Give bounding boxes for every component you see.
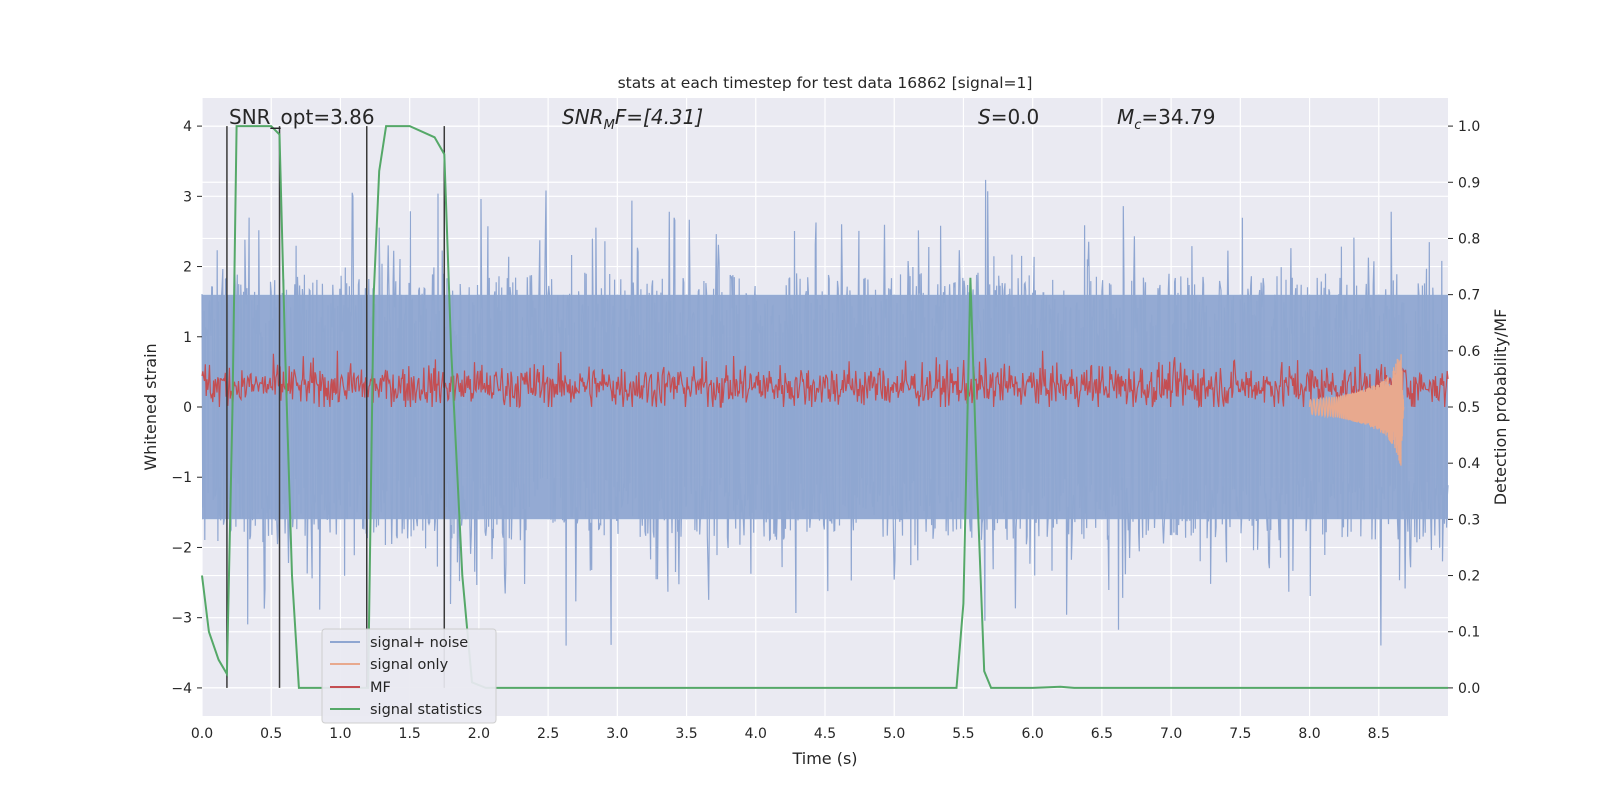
snr-mf-annotation: SNRMF=[4.31] bbox=[562, 105, 703, 133]
y-tick-label-right: 0.7 bbox=[1458, 288, 1480, 304]
x-tick-label: 6.0 bbox=[1022, 726, 1044, 742]
vertical-markers bbox=[226, 126, 446, 688]
y-tick-label-right: 0.4 bbox=[1458, 456, 1480, 472]
y-tick-label-right: 0.1 bbox=[1458, 625, 1480, 641]
y-tick-label-left: 3 bbox=[183, 189, 192, 205]
x-tick-label: 4.5 bbox=[814, 726, 836, 742]
x-tick-label: 7.0 bbox=[1160, 726, 1182, 742]
x-tick-label: 6.5 bbox=[1091, 726, 1113, 742]
legend-label-signal-statistics: signal statistics bbox=[370, 702, 482, 718]
signal-only-series bbox=[1308, 354, 1405, 466]
axes: 0.0 0.5 1.0 1.5 2.0 2.5 3.0 3.5 4.0 4.5 5.0 5.5 6.0 6… bbox=[171, 119, 1480, 742]
y-tick-label-left: 2 bbox=[183, 260, 192, 276]
x-tick-label: 1.5 bbox=[399, 726, 421, 742]
y-tick-label-left: −2 bbox=[171, 540, 192, 556]
chart-title: stats at each timestep for test data 168… bbox=[618, 74, 1033, 92]
x-tick-label: 2.0 bbox=[468, 726, 490, 742]
y-tick-label-left: 0 bbox=[183, 400, 192, 416]
signal-statistics-line bbox=[201, 125, 1448, 689]
y-axis-label-right: Detection probability/MF bbox=[1491, 309, 1510, 506]
mf-series bbox=[201, 350, 1449, 409]
mc-annotation: Mc=34.79 bbox=[1117, 105, 1215, 133]
x-tick-label: 5.0 bbox=[883, 726, 905, 742]
x-axis-label: Time (s) bbox=[791, 749, 857, 768]
signal-noise-dense-band bbox=[202, 294, 1448, 520]
x-tick-label: 5.5 bbox=[952, 726, 974, 742]
y-tick-label-left: 4 bbox=[183, 119, 192, 135]
legend: signal+ noise signal only MF signal stat… bbox=[321, 628, 497, 724]
legend-box bbox=[321, 628, 497, 724]
x-tick-label: 0.0 bbox=[191, 726, 213, 742]
x-tick-label: 4.0 bbox=[745, 726, 767, 742]
mf-line bbox=[201, 350, 1449, 409]
x-tick-label: 0.5 bbox=[260, 726, 282, 742]
signal-noise-series bbox=[201, 179, 1449, 646]
legend-label-signal-noise: signal+ noise bbox=[370, 635, 468, 651]
y-tick-label-left: −1 bbox=[171, 470, 192, 486]
x-tick-label: 8.5 bbox=[1368, 726, 1390, 742]
y-axis-label-left: Whitened strain bbox=[141, 343, 160, 470]
y-tick-label-left: −3 bbox=[171, 611, 192, 627]
x-tick-label: 1.0 bbox=[329, 726, 351, 742]
legend-label-signal-only: signal only bbox=[370, 657, 449, 673]
y-tick-label-left: 1 bbox=[183, 330, 192, 346]
y-tick-label-right: 0.6 bbox=[1458, 344, 1480, 360]
y-tick-label-right: 0.8 bbox=[1458, 231, 1480, 247]
s-annotation: S=0.0 bbox=[978, 105, 1039, 129]
signal-statistics-series bbox=[201, 125, 1448, 689]
x-tick-label: 3.5 bbox=[675, 726, 697, 742]
signal-only-line bbox=[1308, 354, 1405, 466]
y-tick-label-right: 0.2 bbox=[1458, 569, 1480, 585]
y-tick-label-right: 0.9 bbox=[1458, 175, 1480, 191]
y-tick-label-right: 0.5 bbox=[1458, 400, 1480, 416]
x-tick-label: 7.5 bbox=[1229, 726, 1251, 742]
legend-label-mf: MF bbox=[370, 680, 391, 696]
y-tick-label-right: 0.0 bbox=[1458, 681, 1480, 697]
y-tick-label-left: −4 bbox=[171, 681, 192, 697]
x-tick-label: 3.0 bbox=[606, 726, 628, 742]
y-tick-label-right: 1.0 bbox=[1458, 119, 1480, 135]
y-tick-label-right: 0.3 bbox=[1458, 512, 1480, 528]
x-tick-label: 8.0 bbox=[1298, 726, 1320, 742]
x-tick-label: 2.5 bbox=[537, 726, 559, 742]
snr-opt-annotation: SNR_opt=3.86 bbox=[229, 105, 375, 129]
